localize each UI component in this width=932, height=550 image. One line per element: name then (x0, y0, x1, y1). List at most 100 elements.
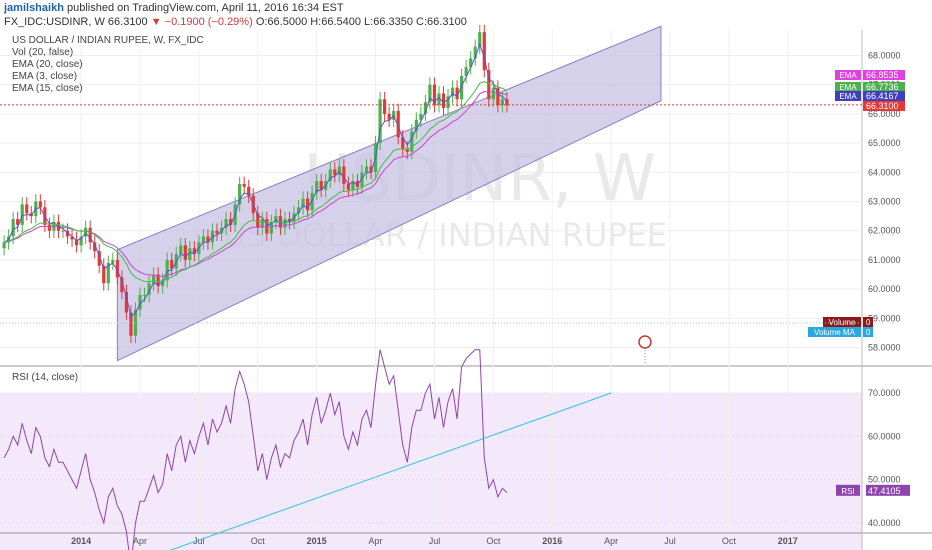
candle-body (419, 113, 423, 120)
candle (247, 179, 251, 203)
candle (287, 211, 292, 230)
candle (124, 284, 129, 320)
rsi-title[interactable]: RSI (14, close) (12, 372, 79, 383)
candle-body (432, 84, 437, 106)
price-tick-label: 60.0000 (868, 284, 901, 294)
candle-body (346, 183, 350, 190)
candle (79, 229, 83, 253)
candle-body (364, 166, 369, 173)
legend-ema15[interactable]: EMA (15, close) (12, 83, 83, 94)
candle (70, 229, 74, 247)
candle (396, 103, 400, 145)
published-text: published on TradingView.com, April 11, … (66, 2, 344, 14)
candle (346, 176, 350, 198)
candle (482, 24, 486, 78)
candle (242, 176, 246, 195)
price-label-tag (835, 82, 861, 92)
ema15-line (4, 81, 508, 283)
price-label-tag (835, 91, 861, 101)
candle-body (301, 198, 305, 208)
rsi-band (0, 393, 862, 550)
price-tick-label: 62.0000 (868, 226, 901, 236)
candle (93, 235, 97, 259)
candle-body (65, 230, 70, 237)
candle (16, 211, 20, 233)
time-tick-label: 2014 (71, 536, 91, 546)
candle-body (378, 99, 382, 144)
author-link[interactable]: jamilshaikh (4, 2, 64, 14)
rsi-value-label: 47.4105 (868, 486, 901, 496)
candle-body (156, 274, 160, 287)
candle (419, 106, 423, 128)
candle (469, 51, 473, 75)
price-label-value: 66.8535 (866, 70, 899, 80)
legend-ema20[interactable]: EMA (20, close) (12, 59, 83, 70)
candle-body (383, 99, 387, 114)
candle (319, 173, 323, 198)
price-tick-label: 66.0000 (868, 109, 901, 119)
candle-body (405, 148, 409, 152)
candle (455, 80, 459, 107)
candle-body (505, 99, 509, 106)
candle-body (274, 216, 278, 222)
candle (260, 211, 264, 236)
ohlc-text: O:66.5000 H:66.5400 L:66.3350 C:66.3100 (255, 16, 467, 28)
candle-body (229, 219, 233, 225)
candle (111, 252, 115, 271)
candle (2, 235, 6, 256)
price-label-2 (835, 91, 905, 101)
candle-body (106, 262, 110, 284)
candle (383, 92, 387, 122)
candle-body (455, 87, 459, 100)
candle-body (310, 192, 314, 211)
candle-body (306, 198, 310, 211)
publish-header: jamilshaikh published on TradingView.com… (4, 2, 344, 14)
candle (224, 211, 228, 236)
candle-body (151, 274, 156, 284)
candle (238, 176, 242, 212)
candle (432, 77, 437, 113)
price-label-box (863, 70, 905, 80)
candle (183, 238, 187, 268)
candle (414, 112, 418, 139)
rsi-value-box (866, 484, 910, 496)
price-label-3 (863, 101, 905, 111)
volume-label-box (863, 317, 873, 327)
volume-label-tag (823, 317, 861, 327)
ascending-channel (116, 25, 662, 362)
candle-body (242, 183, 246, 187)
price-label-1 (835, 82, 905, 92)
candle-body (260, 219, 264, 228)
candle (278, 208, 283, 236)
price-label-name: EMA (839, 71, 857, 80)
candle-body (84, 227, 88, 237)
legend-vol[interactable]: Vol (20, false) (12, 47, 74, 58)
candle (301, 191, 305, 215)
candle-body (269, 221, 273, 234)
candle (265, 211, 269, 241)
candle-body (328, 169, 332, 182)
candle-body (369, 166, 373, 173)
rsi-name-box (836, 484, 860, 496)
time-tick-label: Apr (369, 536, 383, 546)
candle-body (147, 283, 151, 295)
candle (20, 197, 24, 233)
legend-ema3[interactable]: EMA (3, close) (12, 71, 78, 82)
candle-body (315, 181, 319, 193)
symbol-text: FX_IDC:USDINR, W (4, 16, 105, 28)
event-marker-icon (638, 335, 652, 349)
candle-body (469, 58, 473, 68)
candle (151, 267, 156, 291)
candle (505, 92, 509, 113)
candle-body (423, 102, 427, 114)
candle (129, 305, 133, 344)
candle-body (88, 227, 92, 243)
candle (201, 229, 206, 250)
candle-body (387, 113, 391, 120)
symbol-header: FX_IDC:USDINR, W 66.3100 ▼ −0.1900 (−0.2… (4, 16, 467, 28)
candle-body (192, 248, 196, 255)
price-tick-label: 68.0000 (868, 51, 901, 61)
candle (401, 129, 405, 157)
candle (306, 191, 310, 218)
